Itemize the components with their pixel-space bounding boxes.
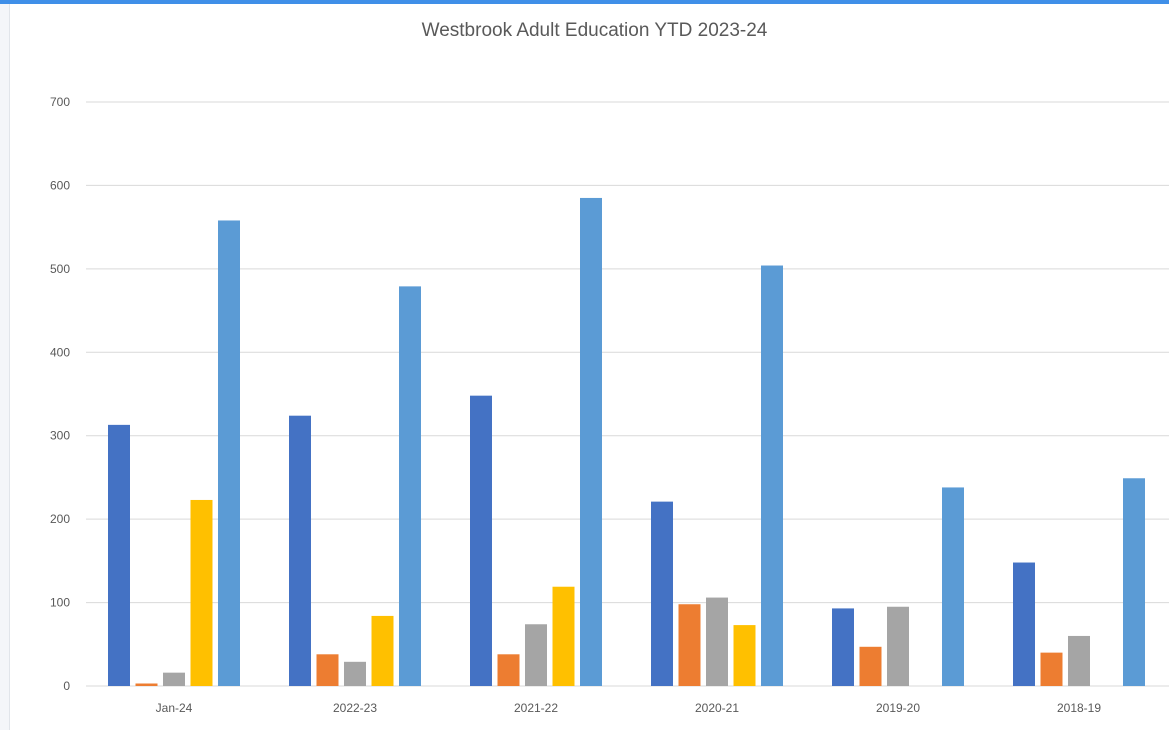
bar-Jan-24-series-1 — [108, 424, 130, 686]
bar-2020-21-series-4 — [733, 625, 756, 686]
chart-title: Westbrook Adult Education YTD 2023-24 — [421, 20, 768, 41]
y-tick-label: 100 — [50, 596, 70, 610]
bar-2018-19-series-1 — [1013, 562, 1035, 686]
bar-2018-19-series-3 — [1068, 635, 1090, 686]
bar-2020-21-series-2 — [678, 604, 701, 686]
bar-2020-21-series-3 — [706, 597, 728, 686]
x-tick-label: 2019-20 — [876, 701, 920, 715]
x-tick-label: Jan-24 — [156, 701, 193, 715]
bar-2021-22-series-2 — [497, 654, 520, 686]
bar-2022-23-series-3 — [344, 661, 366, 686]
x-axis-ticks: Jan-24 2022-23 2021-22 2020-21 2019-20 2018-1… — [156, 701, 1102, 715]
y-tick-label: 0 — [63, 679, 70, 693]
bar-2022-23-series-1 — [289, 415, 311, 686]
bar-2019-20-series-1 — [832, 608, 854, 686]
bar-2020-21-series-1 — [651, 501, 673, 686]
bar-Jan-24-series-5 — [218, 220, 240, 686]
bar-2020-21-series-5 — [761, 265, 783, 686]
x-tick-label: 2021-22 — [514, 701, 558, 715]
y-tick-label: 400 — [50, 345, 70, 359]
bar-Jan-24-series-2 — [135, 683, 158, 686]
bar-2019-20-series-5 — [942, 487, 964, 686]
bar-2021-22-series-3 — [525, 624, 547, 686]
window-left-edge — [0, 4, 10, 730]
y-tick-label: 600 — [50, 178, 70, 192]
bar-2021-22-series-5 — [580, 197, 602, 686]
bar-2018-19-series-5 — [1123, 478, 1145, 686]
y-tick-label: 200 — [50, 512, 70, 526]
gridlines — [86, 101, 1169, 687]
bar-2022-23-series-5 — [399, 286, 421, 686]
bar-2019-20-series-2 — [859, 646, 882, 686]
bar-Jan-24-series-3 — [163, 672, 185, 686]
bars — [108, 197, 1145, 686]
y-tick-label: 700 — [50, 95, 70, 109]
y-axis-ticks: 0 100 200 300 400 500 600 700 — [50, 95, 70, 693]
y-tick-label: 500 — [50, 262, 70, 276]
x-tick-label: 2020-21 — [695, 701, 739, 715]
y-tick-label: 300 — [50, 429, 70, 443]
bar-2021-22-series-4 — [552, 586, 575, 686]
bar-2018-19-series-2 — [1040, 652, 1063, 686]
x-tick-label: 2022-23 — [333, 701, 377, 715]
bar-2021-22-series-1 — [470, 395, 492, 686]
bar-2019-20-series-3 — [887, 606, 909, 686]
bar-2022-23-series-4 — [371, 615, 394, 686]
bar-2022-23-series-2 — [316, 654, 339, 686]
window-top-accent — [0, 0, 1169, 4]
bar-Jan-24-series-4 — [190, 499, 213, 686]
x-tick-label: 2018-19 — [1057, 701, 1101, 715]
